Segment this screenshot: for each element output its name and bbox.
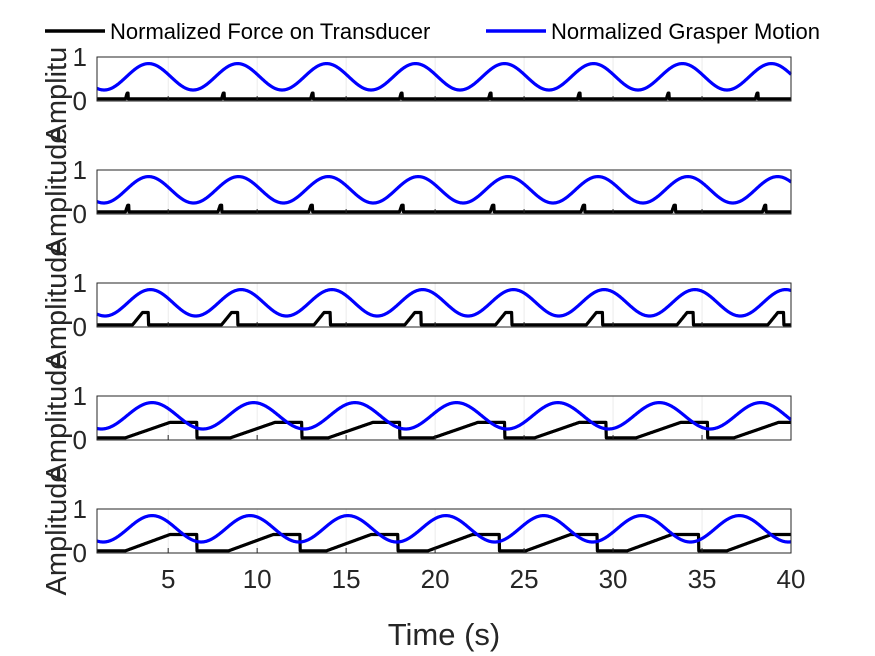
legend: Normalized Force on Transducer Normalized… bbox=[40, 14, 860, 48]
y-tick-label: 0 bbox=[73, 312, 87, 342]
series-000000-line bbox=[95, 203, 793, 214]
y-tick-label: 0 bbox=[73, 86, 87, 116]
series-000000-line bbox=[95, 91, 793, 101]
axes-box bbox=[96, 508, 792, 554]
x-axis-label: Time (s) bbox=[388, 617, 501, 652]
axes-box bbox=[96, 395, 792, 441]
y-tick-label: 1 bbox=[73, 494, 87, 524]
x-tick-label: 40 bbox=[777, 564, 806, 594]
x-tick-label: 20 bbox=[421, 564, 450, 594]
y-axis-label: Amplitude bbox=[41, 128, 73, 257]
axes-box bbox=[96, 169, 792, 215]
y-tick-label: 0 bbox=[73, 538, 87, 568]
series-0000ff-line bbox=[95, 175, 793, 205]
x-tick-label: 10 bbox=[243, 564, 272, 594]
y-tick-label: 1 bbox=[73, 381, 87, 411]
y-tick-label: 1 bbox=[73, 155, 87, 185]
axes-box bbox=[96, 56, 792, 102]
series-0000ff-line bbox=[95, 288, 793, 318]
legend-label: Normalized Grasper Motion bbox=[551, 19, 820, 44]
x-tick-label: 30 bbox=[599, 564, 628, 594]
y-tick-label: 0 bbox=[73, 425, 87, 455]
plot-area bbox=[97, 283, 791, 327]
x-tick-label: 5 bbox=[161, 564, 175, 594]
y-tick-label: 1 bbox=[73, 42, 87, 72]
y-axis-label: Amplitude bbox=[41, 241, 73, 370]
series-000000-line bbox=[95, 310, 793, 327]
x-tick-label: 25 bbox=[510, 564, 539, 594]
legend-label: Normalized Force on Transducer bbox=[110, 19, 430, 44]
x-tick-label: 35 bbox=[688, 564, 717, 594]
y-tick-label: 1 bbox=[73, 268, 87, 298]
y-axis-label: Amplitude bbox=[41, 467, 73, 596]
legend-box bbox=[40, 14, 860, 48]
series-0000ff-line bbox=[95, 61, 793, 92]
y-tick-label: 0 bbox=[73, 199, 87, 229]
series-0000ff-line bbox=[95, 513, 793, 544]
series-000000-line bbox=[95, 420, 793, 440]
y-axis-label: Amplitude bbox=[41, 354, 73, 483]
x-tick-label: 15 bbox=[332, 564, 361, 594]
axes-box bbox=[96, 282, 792, 328]
series-0000ff-line bbox=[95, 401, 793, 431]
